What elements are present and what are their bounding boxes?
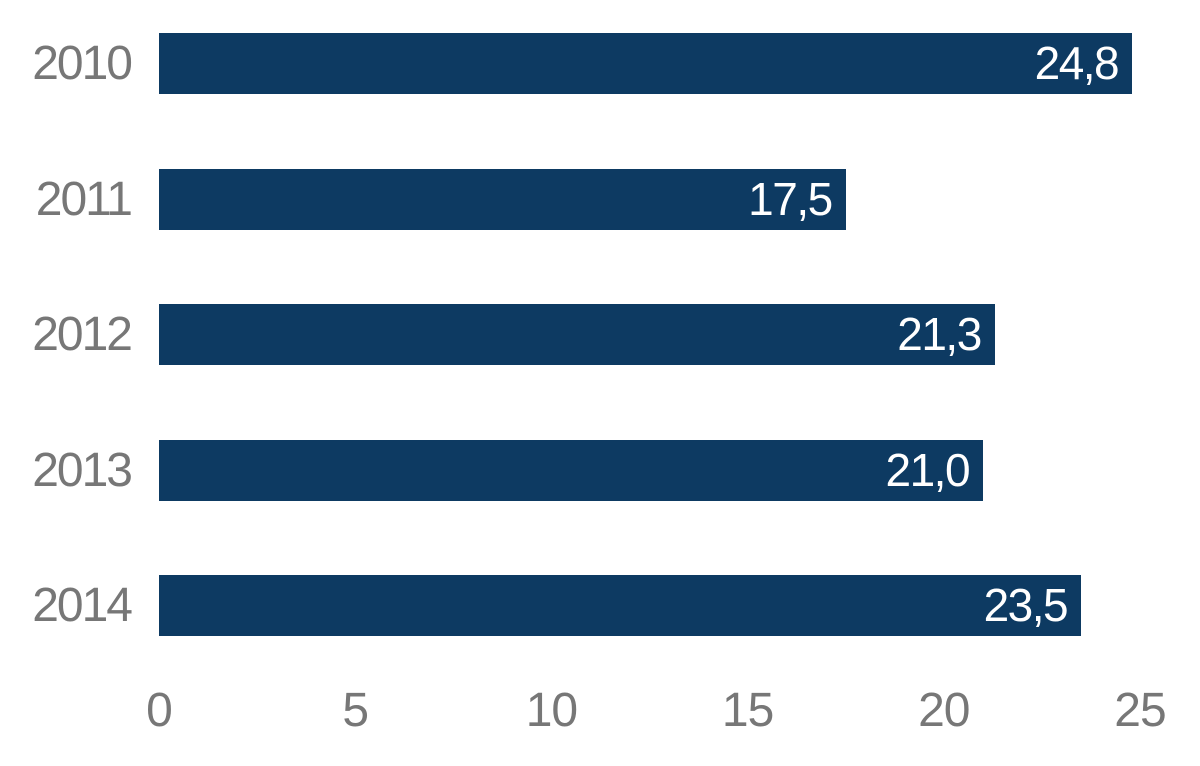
bar-row: 2012 21,3: [0, 304, 1200, 365]
x-tick-label: 15: [721, 684, 774, 737]
bar-row: 2010 24,8: [0, 33, 1200, 94]
bar: 21,3: [159, 304, 995, 365]
y-axis-label: 2010: [32, 37, 133, 90]
x-tick-label: 25: [1114, 684, 1166, 737]
bar-row: 2013 21,0: [0, 439, 1200, 501]
x-tick-label: 5: [342, 684, 369, 737]
bar-value-label: 17,5: [748, 172, 833, 225]
x-tick-label: 20: [918, 684, 970, 737]
y-axis-label: 2014: [32, 579, 133, 632]
y-axis-label: 2011: [35, 172, 133, 226]
y-axis-label: 2013: [32, 443, 133, 497]
bar-value-label: 21,0: [885, 443, 971, 496]
x-tick-label: 10: [525, 684, 578, 737]
bar-row: 2011 17,5: [0, 168, 1200, 230]
x-tick-label: 0: [146, 684, 173, 737]
bar-value-label: 24,8: [1034, 37, 1120, 89]
bar-row: 2014 23,5: [0, 575, 1200, 636]
bar: 17,5: [159, 168, 846, 230]
bar-value-label: 21,3: [897, 308, 982, 360]
bar: 23,5: [159, 575, 1082, 636]
bar-value-label: 23,5: [983, 579, 1069, 631]
x-axis: 0 5 10 15 20 25: [0, 687, 1200, 737]
y-axis-label: 2012: [32, 308, 133, 361]
bar: 21,0: [159, 439, 984, 501]
bar: 24,8: [159, 33, 1133, 94]
